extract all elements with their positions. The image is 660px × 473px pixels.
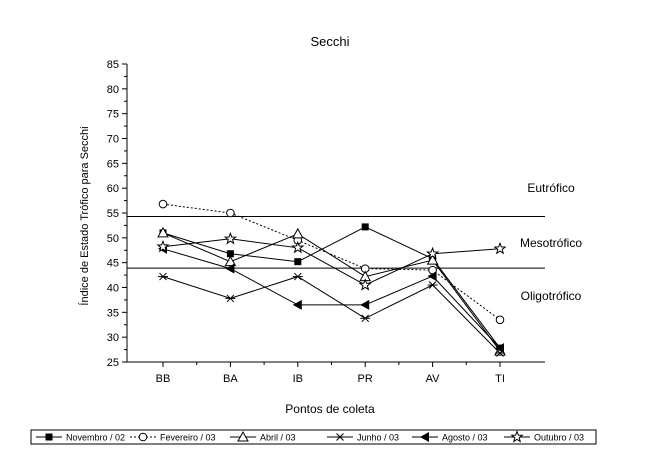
series-line (162, 238, 501, 286)
data-point (360, 299, 370, 310)
x-tick-label: TI (495, 373, 505, 385)
legend: Novembro / 02 Fevereiro / 03 Abril / 03 Jun… (30, 429, 597, 445)
y-tick-label: 35 (107, 307, 119, 319)
x-tick-label: PR (358, 373, 373, 385)
y-tick-label: 65 (107, 158, 119, 170)
legend-marker (45, 433, 53, 441)
chart-title: Secchi (310, 34, 349, 49)
data-point (358, 278, 372, 291)
legend-marker (510, 430, 524, 443)
zone-label: Eutrófico (527, 181, 575, 195)
legend-label: Fevereiro / 03 (160, 433, 216, 443)
legend-label: Agosto / 03 (442, 433, 488, 443)
y-tick-label: 25 (107, 357, 119, 369)
y-tick-label: 30 (107, 332, 119, 344)
y-axis-label: Índice de Estado Trófico para Secchi (78, 126, 91, 305)
y-tick-label: 80 (107, 84, 119, 96)
legend-box (30, 429, 597, 445)
plot-area: 25 30 35 40 45 50 55 60 65 70 75 80 85 BB BA IB PR AV TI Eu… (107, 59, 583, 385)
legend-marker (335, 433, 345, 441)
legend-label: Outubro / 03 (534, 433, 584, 443)
y-tick-label: 45 (107, 258, 119, 270)
legend-marker (138, 432, 148, 442)
zone-label: Oligotrófico (521, 289, 582, 303)
data-point (291, 240, 305, 254)
series-line (162, 203, 501, 321)
series-line (162, 276, 501, 354)
x-axis-label: Pontos de coleta (285, 402, 375, 416)
x-tick-label: BA (223, 373, 238, 385)
data-point (158, 272, 168, 281)
legend-marker (420, 432, 429, 442)
y-tick-label: 40 (107, 283, 119, 295)
data-point (158, 199, 168, 209)
data-point (224, 255, 237, 267)
data-point (292, 272, 303, 281)
y-tick-label: 75 (107, 109, 119, 121)
y-tick-label: 70 (107, 134, 119, 146)
data-point (291, 227, 304, 239)
series-6 (156, 231, 507, 291)
data-point (427, 281, 438, 289)
y-tick-label: 85 (107, 59, 119, 71)
data-point (361, 223, 369, 231)
data-point (225, 294, 236, 303)
x-tick-label: IB (293, 373, 303, 385)
data-point (226, 250, 234, 258)
series-5 (158, 243, 504, 354)
data-point (225, 263, 235, 274)
legend-label: Abril / 03 (260, 433, 296, 443)
legend-marker (237, 430, 249, 442)
series-1 (159, 223, 504, 352)
data-point (427, 271, 437, 282)
legend-label: Junho / 03 (357, 433, 399, 443)
series-line (162, 248, 501, 349)
data-point (294, 258, 302, 266)
data-point (292, 299, 302, 310)
legend-label: Novembro / 02 (66, 433, 125, 443)
y-tick-label: 60 (107, 183, 119, 195)
series-line (162, 226, 501, 349)
x-tick-label: BB (156, 373, 171, 385)
data-point (157, 226, 169, 238)
data-point (156, 239, 170, 253)
data-point (360, 314, 371, 323)
data-point (495, 343, 504, 354)
y-tick-label: 55 (107, 208, 119, 220)
data-point (493, 241, 507, 255)
zone-label: Mesotrófico (520, 236, 582, 250)
x-tick-label: AV (426, 373, 441, 385)
series-line (162, 232, 501, 352)
data-point (426, 254, 439, 265)
data-point (495, 315, 505, 325)
data-point (426, 246, 440, 260)
data-point (223, 231, 237, 245)
data-point (226, 208, 235, 218)
y-tick-label: 50 (107, 233, 119, 245)
